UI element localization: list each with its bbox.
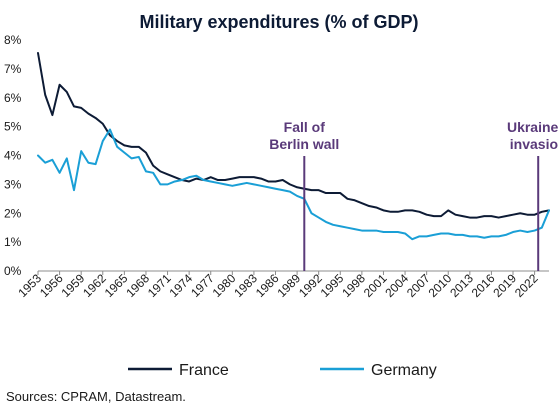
series-line-germany (37, 128, 550, 241)
y-axis: 0% 1% 2% 3% 4% 5% 6% 7% 8% (4, 33, 22, 278)
chart-title: Military expenditures (% of GDP) (139, 12, 418, 32)
y-tick-label: 3% (4, 177, 22, 191)
x-tick-label: 1962 (80, 271, 109, 300)
y-tick-label: 7% (4, 62, 22, 76)
x-tick-label: 2022 (512, 271, 541, 300)
x-tick-label: 2004 (382, 271, 411, 300)
x-tick-label: 2013 (447, 271, 476, 300)
x-tick-label: 1965 (102, 271, 131, 300)
y-tick-label: 4% (4, 149, 22, 163)
x-tick-label: 1998 (339, 271, 368, 300)
x-tick-label: 1974 (166, 271, 195, 300)
y-tick-label: 1% (4, 235, 22, 249)
x-tick-label: 1971 (145, 271, 174, 300)
x-tick-label: 2010 (426, 271, 455, 300)
legend: France Germany (128, 362, 437, 379)
x-axis: 1953195619591962196519681971197419771980… (15, 271, 541, 300)
y-tick-label: 5% (4, 120, 22, 134)
annotation-label: Ukraine's (507, 119, 558, 135)
x-tick-label: 1995 (318, 271, 347, 300)
annotation-label: Fall of (284, 119, 326, 135)
x-tick-label: 1968 (123, 271, 152, 300)
x-tick-label: 1992 (296, 271, 325, 300)
x-tick-label: 2001 (361, 271, 390, 300)
annotation-label: invasion (510, 136, 558, 152)
y-tick-label: 6% (4, 91, 22, 105)
x-tick-label: 1980 (210, 271, 239, 300)
x-tick-label: 1956 (37, 271, 66, 300)
y-tick-label: 0% (4, 264, 22, 278)
x-tick-label: 2016 (469, 271, 498, 300)
series-layer (37, 51, 550, 241)
annotation-label: Berlin wall (269, 136, 339, 152)
source-note: Sources: CPRAM, Datastream. (6, 389, 186, 404)
x-tick-label: 2019 (490, 271, 519, 300)
x-tick-label: 1977 (188, 271, 217, 300)
x-tick-label: 2007 (404, 271, 433, 300)
x-tick-label: 1959 (59, 271, 88, 300)
legend-label-france: France (179, 362, 229, 379)
legend-label-germany: Germany (371, 362, 437, 379)
x-tick-label: 1989 (274, 271, 303, 300)
series-line-france (37, 51, 550, 219)
y-tick-label: 2% (4, 206, 22, 220)
y-tick-label: 8% (4, 33, 22, 47)
x-tick-label: 1983 (231, 271, 260, 300)
x-tick-label: 1986 (253, 271, 282, 300)
